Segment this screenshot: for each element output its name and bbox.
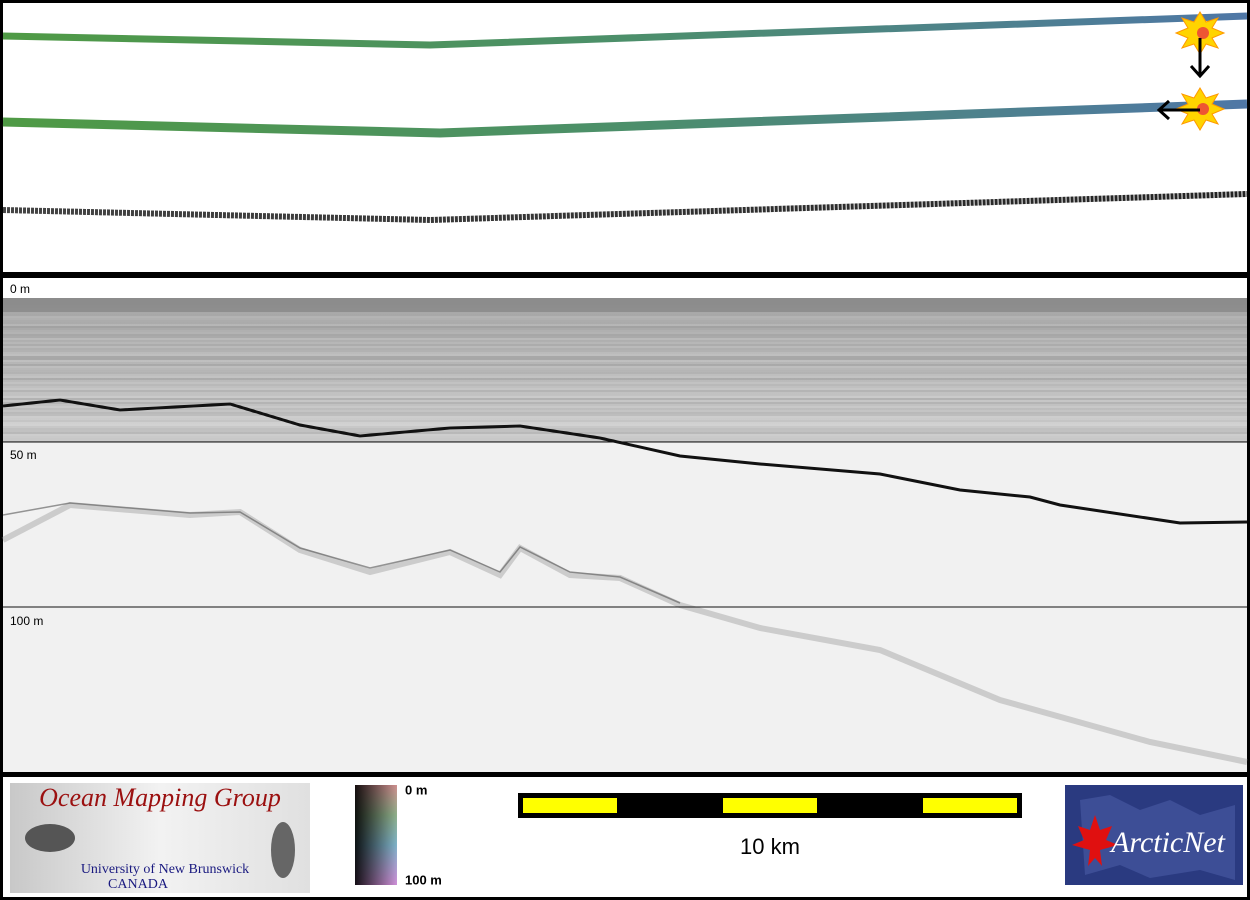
- depth-label: 50 m: [10, 448, 37, 462]
- color-scale-label: 100 m: [405, 872, 442, 887]
- plan-view: [3, 3, 1247, 272]
- color-scale-shade: [355, 785, 397, 885]
- partner-logo-text: ArcticNet: [1109, 826, 1226, 859]
- scale-label: 10 km: [740, 834, 800, 859]
- ship-marker: [1174, 11, 1226, 79]
- swath: [2, 12, 1248, 49]
- depth-label: 100 m: [10, 614, 43, 628]
- water-column: [3, 298, 1247, 442]
- seabed-echo: [2, 398, 1248, 525]
- depth-label: 0 m: [10, 282, 30, 296]
- color-scale-label: 0 m: [405, 782, 427, 797]
- multiple-echo: [2, 502, 681, 604]
- swath: [2, 99, 1248, 138]
- scale-bar: [518, 793, 1022, 818]
- logo-text: CANADA: [108, 877, 169, 892]
- omg-logo: Ocean Mapping Group University of New Br…: [10, 783, 310, 893]
- logo-text: University of New Brunswick: [81, 862, 249, 877]
- label-strip: [3, 278, 1247, 298]
- logo-title: Ocean Mapping Group: [39, 783, 281, 812]
- arcticnet-logo: ArcticNet: [1065, 785, 1243, 885]
- ship-marker: [1156, 87, 1226, 131]
- swath: [2, 191, 1248, 224]
